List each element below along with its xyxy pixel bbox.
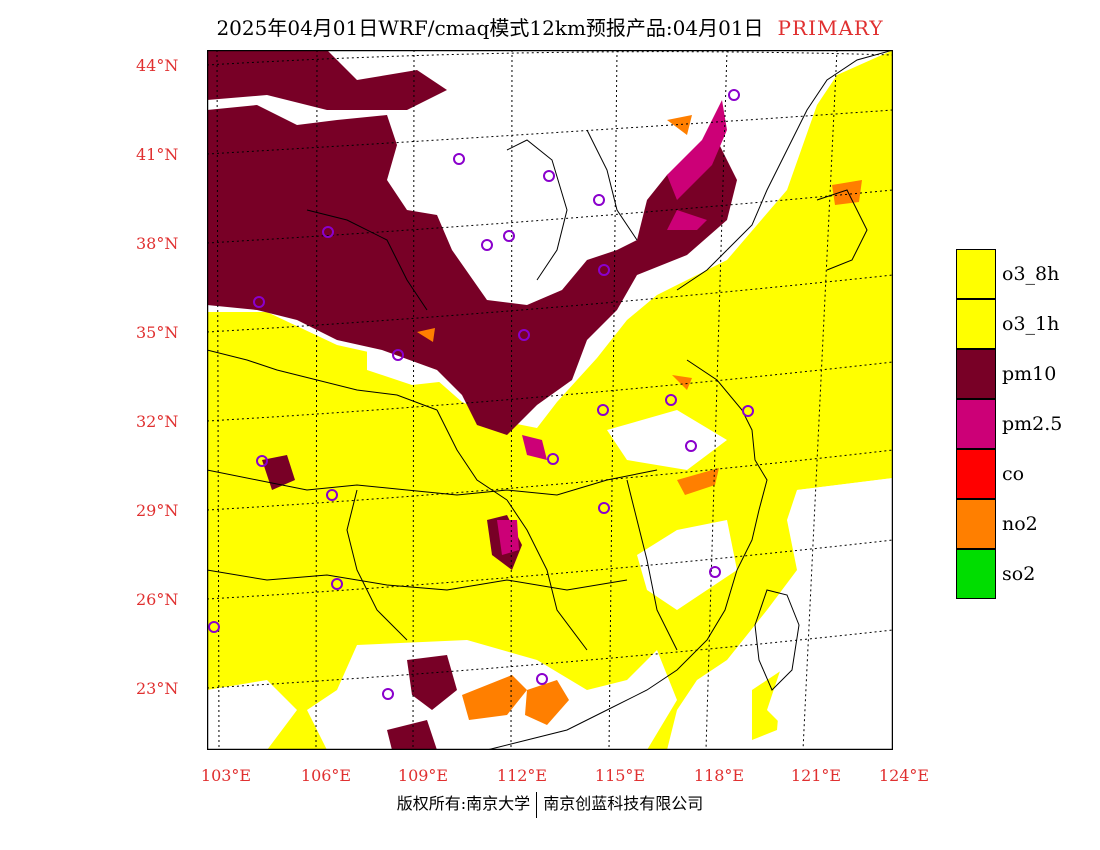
copyright-footer: 版权所有:南京大学 南京创蓝科技有限公司 bbox=[0, 790, 1100, 818]
lat-label-44: 44°N bbox=[136, 56, 179, 75]
lat-label-38: 38°N bbox=[136, 234, 179, 253]
map-title: 2025年04月01日WRF/cmaq模式12km预报产品:04月01日 PRIM… bbox=[0, 12, 1100, 41]
legend-item-o3-8h: o3_8h bbox=[956, 249, 1096, 299]
footer-owner: 版权所有:南京大学 bbox=[396, 794, 531, 813]
legend: o3_8h o3_1h pm10 pm2.5 co no2 so2 bbox=[956, 249, 1096, 599]
lon-label-121: 121°E bbox=[790, 766, 842, 785]
legend-item-so2: so2 bbox=[956, 549, 1096, 599]
legend-label: so2 bbox=[1002, 563, 1036, 585]
station-markers bbox=[208, 89, 754, 700]
lat-label-35: 35°N bbox=[136, 323, 179, 342]
legend-item-pm25: pm2.5 bbox=[956, 399, 1096, 449]
legend-swatch bbox=[956, 399, 996, 449]
lon-label-124: 124°E bbox=[878, 766, 930, 785]
legend-swatch bbox=[956, 499, 996, 549]
legend-label: co bbox=[1002, 463, 1025, 485]
pollutant-map bbox=[207, 50, 893, 750]
lat-label-32: 32°N bbox=[136, 412, 179, 431]
lat-label-29: 29°N bbox=[136, 501, 179, 520]
legend-label: o3_1h bbox=[1002, 313, 1060, 335]
legend-swatch bbox=[956, 449, 996, 499]
legend-swatch bbox=[956, 549, 996, 599]
legend-label: o3_8h bbox=[1002, 263, 1060, 285]
lon-label-109: 109°E bbox=[397, 766, 449, 785]
lon-label-118: 118°E bbox=[693, 766, 745, 785]
legend-item-o3-1h: o3_1h bbox=[956, 299, 1096, 349]
lon-label-103: 103°E bbox=[200, 766, 252, 785]
legend-item-pm10: pm10 bbox=[956, 349, 1096, 399]
legend-label: no2 bbox=[1002, 513, 1038, 535]
footer-divider bbox=[536, 791, 538, 818]
lat-label-41: 41°N bbox=[136, 145, 179, 164]
lat-label-23: 23°N bbox=[136, 679, 179, 698]
graticule bbox=[207, 50, 893, 750]
pm25-region bbox=[497, 100, 727, 555]
footer-company: 南京创蓝科技有限公司 bbox=[543, 794, 704, 813]
lon-label-106: 106°E bbox=[300, 766, 352, 785]
legend-label: pm10 bbox=[1002, 363, 1057, 385]
lon-label-115: 115°E bbox=[594, 766, 646, 785]
title-main: 2025年04月01日WRF/cmaq模式12km预报产品:04月01日 bbox=[216, 16, 764, 40]
legend-label: pm2.5 bbox=[1002, 413, 1063, 435]
legend-swatch bbox=[956, 299, 996, 349]
legend-swatch bbox=[956, 349, 996, 399]
legend-item-co: co bbox=[956, 449, 1096, 499]
legend-item-no2: no2 bbox=[956, 499, 1096, 549]
title-primary-tag: PRIMARY bbox=[777, 16, 884, 40]
lat-label-26: 26°N bbox=[136, 590, 179, 609]
legend-swatch bbox=[956, 249, 996, 299]
lon-label-112: 112°E bbox=[496, 766, 548, 785]
map-frame bbox=[207, 50, 893, 750]
